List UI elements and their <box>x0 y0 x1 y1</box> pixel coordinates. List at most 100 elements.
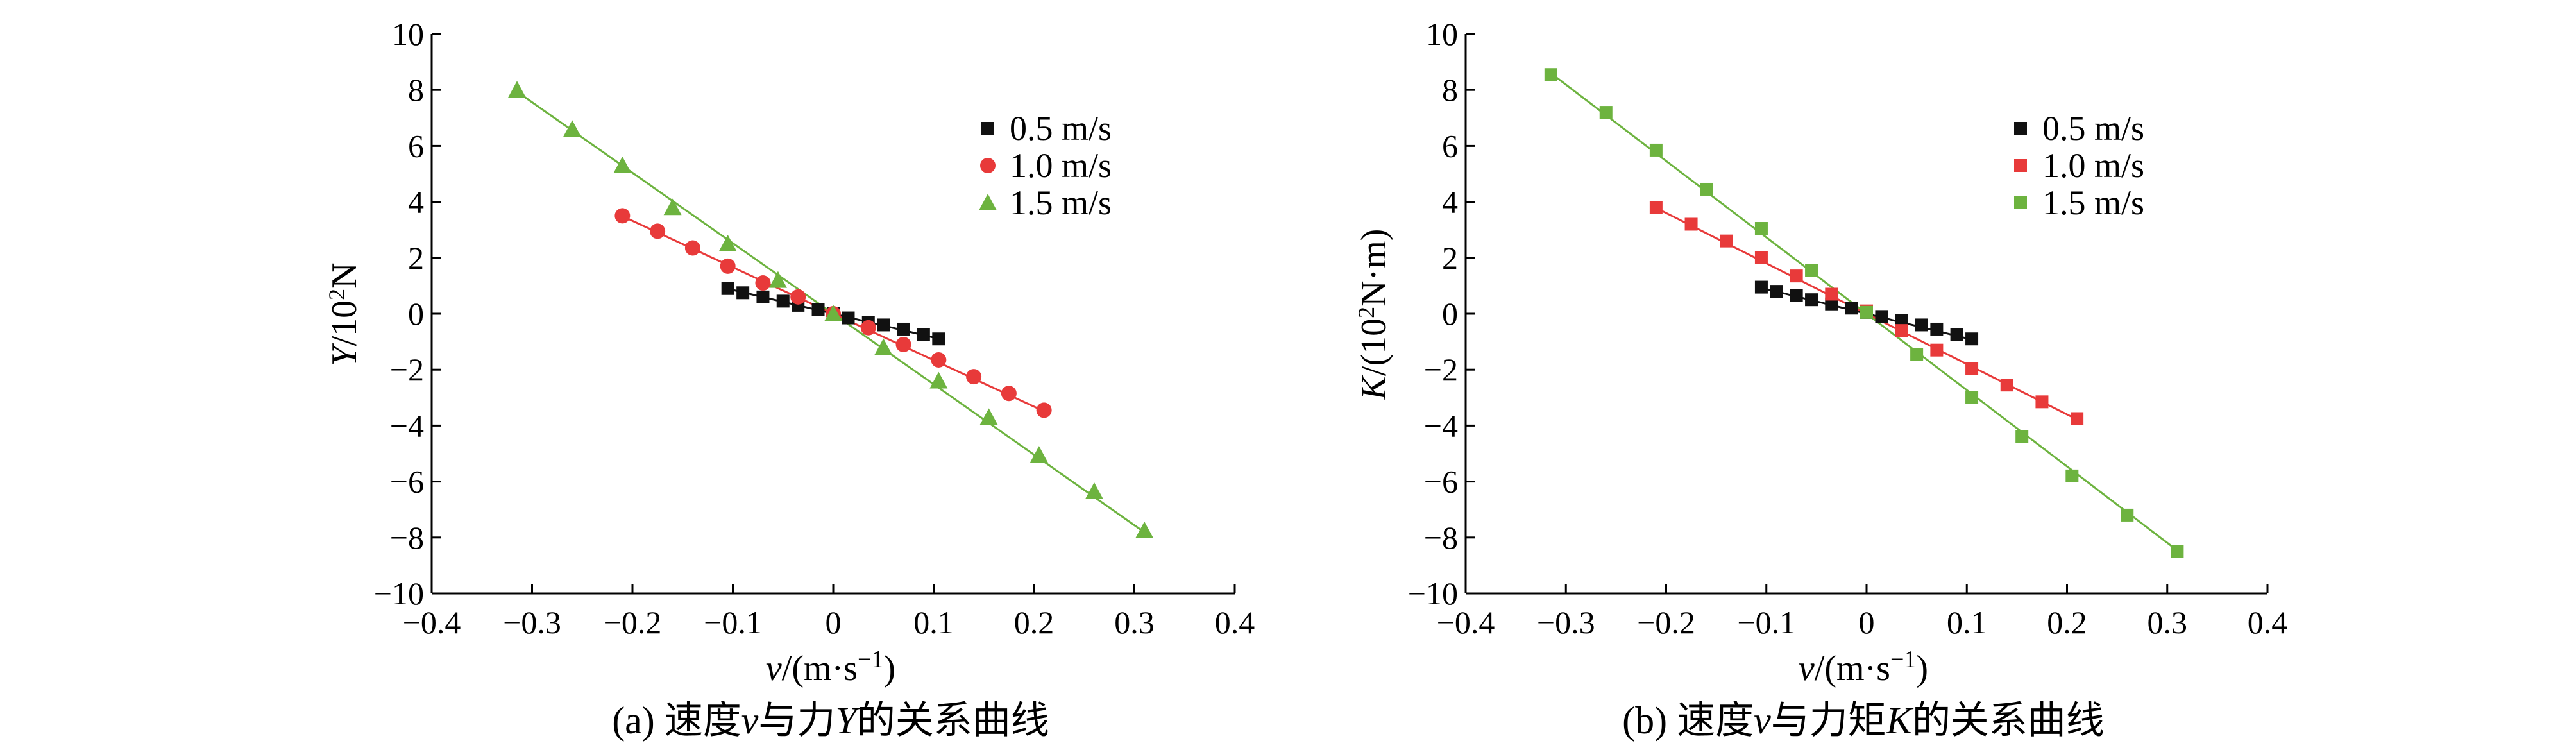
chart-b-legend-label-1: 1.0 m/s <box>2042 146 2144 185</box>
chart-a-x-tick-label: 0.2 <box>1014 604 1055 640</box>
chart-b-data-point <box>1825 287 1838 301</box>
chart-b-data-point <box>1790 289 1803 302</box>
chart-b-data-point <box>1684 217 1698 231</box>
chart-a-data-point <box>650 223 666 239</box>
chart-b-data-point <box>1599 106 1613 119</box>
chart-a-data-point <box>790 289 806 305</box>
chart-b-legend-marker-2 <box>2014 196 2027 209</box>
chart-b-legend-marker-0 <box>2014 122 2027 135</box>
chart-a-caption: (a) 速度v与力Y的关系曲线 <box>612 699 1049 742</box>
chart-b-x-tick-label: −0.3 <box>1537 604 1595 640</box>
chart-a-x-tick-label: 0.3 <box>1114 604 1155 640</box>
chart-a-data-point <box>931 352 947 368</box>
chart-a-data-point <box>1085 482 1103 499</box>
chart-a-data-point <box>897 322 910 336</box>
chart-b-y-tick-label: 0 <box>1442 296 1458 332</box>
chart-a-y-tick-label: 10 <box>392 16 424 52</box>
chart-a-data-point <box>895 336 911 352</box>
chart-b-legend-label-0: 0.5 m/s <box>2042 109 2144 148</box>
chart-a-y-tick-label: −10 <box>374 575 424 611</box>
chart-b-data-points <box>1544 68 2184 558</box>
chart-a-y-tick-label: 4 <box>408 184 424 220</box>
chart-b-data-point <box>1875 310 1888 323</box>
chart-b-data-point <box>2071 412 2084 425</box>
chart-b-data-point <box>1950 328 1963 341</box>
chart-a-legend-marker-2 <box>979 194 997 210</box>
chart-a-x-tick-label: 0 <box>826 604 842 640</box>
chart-b-data-point <box>1965 332 1979 346</box>
chart-a-data-point <box>718 235 737 251</box>
chart-a-axes: −10 −8 −6 −4 −2 0 2 4 6 8 10 −0.4 −0.3 −0.2 −0.1 0 0.1 0.… <box>374 16 1255 640</box>
chart-a-x-tick-label: 0.1 <box>913 604 954 640</box>
chart-a-data-point <box>756 290 770 303</box>
chart-b-data-point <box>1770 285 1783 298</box>
chart-b-data-point <box>1754 251 1768 264</box>
chart-b-data-point <box>1845 302 1858 315</box>
chart-a-data-point <box>1030 446 1048 463</box>
chart-b-data-point <box>1790 269 1803 283</box>
chart-a-legend-marker-0 <box>981 122 994 135</box>
chart-b-y-axis-title: K/(102N·m) <box>1353 229 1394 401</box>
chart-b-x-axis-title: v/(m·s−1) <box>1799 646 1928 688</box>
chart-a-y-tick-label: 6 <box>408 128 424 164</box>
chart-b-data-point <box>2015 430 2029 443</box>
chart-b-data-point <box>2171 545 2184 558</box>
chart-b-y-tick-label: −10 <box>1408 575 1458 611</box>
chart-b-data-point <box>1754 280 1768 294</box>
chart-b-legend-marker-1 <box>2014 159 2027 172</box>
chart-b-data-point <box>1915 318 1928 332</box>
chart-a-data-point <box>824 305 842 321</box>
chart-b-y-tick-label: −8 <box>1424 520 1458 556</box>
chart-b-x-tick-label: 0 <box>1859 604 1875 640</box>
chart-a-legend-marker-1 <box>980 158 996 173</box>
chart-b-caption: (b) 速度v与力矩K的关系曲线 <box>1622 699 2105 742</box>
chart-a-x-tick-label: 0.4 <box>1215 604 1255 640</box>
chart-a-data-point <box>614 208 631 224</box>
chart-a-data-point <box>663 198 682 216</box>
chart-b-data-point <box>2065 469 2079 482</box>
chart-a-data-point <box>684 240 700 256</box>
chart-a-data-point <box>979 408 998 425</box>
chart-a-data-point <box>1135 521 1154 538</box>
chart-b-data-point <box>2121 508 2134 522</box>
chart-a-data-point <box>1036 402 1052 418</box>
chart-a-data-point <box>563 120 582 137</box>
chart-b-data-point <box>1910 348 1924 361</box>
chart-b-data-point <box>1805 264 1818 277</box>
chart-a-legend-label-2: 1.5 m/s <box>1010 183 1112 222</box>
chart-b-y-tick-label: −2 <box>1424 352 1458 388</box>
chart-b-data-point <box>1895 324 1908 337</box>
chart-a-data-point <box>874 338 893 355</box>
chart-b-x-tick-label: 0.1 <box>1947 604 1987 640</box>
chart-a-x-tick-label: −0.4 <box>403 604 461 640</box>
chart-b: −10 −8 −6 −4 −2 0 2 4 6 8 10 −0.4 −0.3 −0.2 −0.1 0 0.1 0.… <box>1353 16 2287 742</box>
chart-b-axes: −10 −8 −6 −4 −2 0 2 4 6 8 10 −0.4 −0.3 −0.2 −0.1 0 0.1 0.… <box>1408 16 2287 640</box>
chart-b-y-tick-label: −4 <box>1424 407 1458 443</box>
chart-a-data-point <box>842 311 855 325</box>
chart-b-data-point <box>2000 379 2013 392</box>
chart-a-data-point <box>736 286 750 300</box>
chart-b-x-tick-label: 0.2 <box>2047 604 2087 640</box>
chart-b-data-point <box>1825 297 1838 311</box>
chart-b-x-tick-label: 0.3 <box>2148 604 2188 640</box>
chart-a-data-point <box>932 332 945 346</box>
chart-b-data-point <box>1930 322 1944 336</box>
chart-b-y-tick-label: 4 <box>1442 184 1458 220</box>
chart-a-x-tick-label: −0.1 <box>704 604 762 640</box>
chart-b-y-tick-label: 8 <box>1442 72 1458 108</box>
chart-a-y-tick-label: −2 <box>390 352 424 388</box>
chart-a-x-tick-label: −0.3 <box>503 604 561 640</box>
chart-b-x-tick-label: −0.4 <box>1437 604 1495 640</box>
chart-a-y-tick-label: −6 <box>390 464 424 500</box>
chart-b-data-point <box>1860 305 1873 319</box>
chart-b-data-point <box>1754 222 1768 235</box>
chart-a-x-axis-title: v/(m·s−1) <box>766 646 895 688</box>
chart-b-data-point <box>2035 395 2049 409</box>
chart-a-data-point <box>966 369 982 385</box>
chart-b-legend: 0.5 m/s1.0 m/s1.5 m/s <box>2014 109 2144 222</box>
chart-a-data-point <box>929 371 948 389</box>
chart-a: −10 −8 −6 −4 −2 0 2 4 6 8 10 −0.4 −0.3 −0.2 −0.1 0 0.1 0.… <box>324 16 1255 742</box>
chart-b-y-tick-label: 10 <box>1426 16 1458 52</box>
chart-a-x-tick-label: −0.2 <box>604 604 662 640</box>
chart-a-data-point <box>917 328 930 341</box>
